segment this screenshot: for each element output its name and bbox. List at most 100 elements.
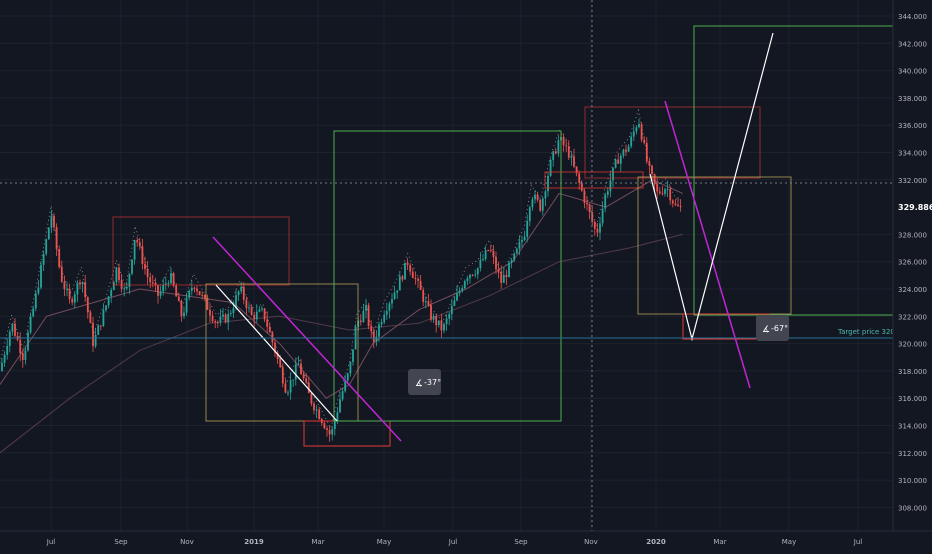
- price-axis[interactable]: [892, 0, 932, 531]
- candle-body: [635, 127, 638, 132]
- candle-body: [128, 273, 131, 287]
- candle-body: [432, 316, 435, 320]
- candle-body: [362, 310, 365, 323]
- candle-body: [630, 136, 633, 147]
- candle-body: [604, 194, 607, 209]
- candle-body: [240, 286, 243, 292]
- candle-body: [500, 272, 503, 283]
- candle-body: [107, 296, 110, 306]
- angle-badge-2[interactable]: ∡ -67°: [756, 315, 789, 341]
- candle-body: [190, 287, 193, 291]
- resistance-box-1[interactable]: [112, 216, 290, 286]
- candle-body: [53, 215, 55, 228]
- candle-body: [102, 310, 105, 326]
- candle-body: [170, 273, 172, 284]
- candle-body: [341, 391, 344, 400]
- candle-body: [177, 296, 180, 301]
- candle-body: [375, 336, 378, 342]
- candle-body: [396, 290, 399, 293]
- candle-body: [518, 241, 521, 249]
- trend-line-white-1[interactable]: [215, 284, 338, 422]
- candle-body: [378, 324, 380, 337]
- candle-body: [344, 380, 347, 392]
- candle-body: [435, 316, 438, 326]
- candle-body: [476, 268, 479, 275]
- candle-body: [489, 250, 492, 252]
- candle-body: [619, 155, 622, 164]
- candle-body: [450, 305, 453, 315]
- candle-body: [29, 316, 32, 333]
- current-price-tag: 329.886: [894, 200, 932, 214]
- candle-body: [34, 293, 37, 309]
- candle-body: [84, 282, 87, 298]
- candle-body: [245, 299, 248, 309]
- time-tick-label: 2020: [646, 538, 666, 546]
- candle-body: [154, 282, 157, 286]
- candle-body: [125, 286, 128, 289]
- ma-slow-line: [0, 233, 683, 454]
- candle-body: [151, 282, 154, 284]
- candle-body: [547, 175, 549, 192]
- candle-body: [404, 262, 406, 280]
- candle-body: [679, 206, 682, 208]
- candle-body: [263, 308, 266, 320]
- candle-body: [448, 314, 451, 319]
- candle-body: [289, 380, 292, 393]
- price-tick-label: 334.000: [898, 150, 927, 158]
- range-box-1[interactable]: [205, 283, 359, 422]
- resistance-box-2[interactable]: [584, 106, 761, 179]
- candle-body: [141, 246, 144, 265]
- candle-body: [424, 301, 427, 303]
- projection-path-white[interactable]: [649, 32, 774, 342]
- candle-body: [622, 149, 625, 156]
- candle-body: [268, 326, 271, 333]
- candle-body: [583, 190, 586, 203]
- current-zone-box[interactable]: [544, 171, 644, 189]
- candle-body: [440, 320, 443, 331]
- candle-body: [383, 314, 386, 323]
- candle-body: [510, 260, 513, 263]
- candle-body: [79, 282, 81, 285]
- price-tick-label: 324.000: [898, 286, 927, 294]
- angle-badge-1[interactable]: ∡ -37°: [408, 369, 441, 395]
- target-box-green-1[interactable]: [333, 130, 562, 422]
- price-tick-label: 308.000: [898, 504, 927, 512]
- candle-body: [203, 295, 206, 298]
- time-tick-label: Nov: [180, 538, 194, 546]
- price-tick-label: 318.000: [898, 368, 927, 376]
- drawings[interactable]: ∡ -37° ∡ -67° Target price 320,41 HUF: [0, 25, 932, 447]
- candle-body: [86, 297, 89, 313]
- candle-body: [487, 250, 490, 252]
- candle-body: [331, 429, 334, 435]
- candle-body: [474, 274, 477, 276]
- candle-body: [159, 291, 162, 296]
- candle-body: [55, 227, 58, 250]
- trend-line-purple-1[interactable]: [212, 236, 402, 442]
- candle-body: [664, 189, 666, 194]
- candle-body: [14, 323, 16, 336]
- trend-line-purple-2[interactable]: [664, 100, 751, 389]
- candle-body: [118, 267, 120, 281]
- candle-body: [456, 293, 458, 301]
- candle-body: [183, 312, 185, 317]
- candle-body: [419, 280, 422, 291]
- candle-body: [255, 311, 258, 320]
- candle-body: [398, 276, 401, 291]
- candles: [1, 118, 682, 442]
- target-box-green-2[interactable]: [693, 25, 932, 316]
- time-tick-label: Jul: [448, 538, 458, 546]
- price-tick-label: 338.000: [898, 95, 927, 103]
- candle-body: [411, 271, 414, 278]
- time-tick-label: Jul: [853, 538, 863, 546]
- candle-body: [370, 326, 373, 332]
- candle-body: [21, 353, 24, 360]
- candle-body: [274, 342, 276, 353]
- candle-body: [318, 409, 321, 420]
- candle-body: [209, 309, 211, 316]
- candle-body: [185, 297, 188, 313]
- time-axis[interactable]: [0, 530, 932, 550]
- grid: [0, 0, 893, 531]
